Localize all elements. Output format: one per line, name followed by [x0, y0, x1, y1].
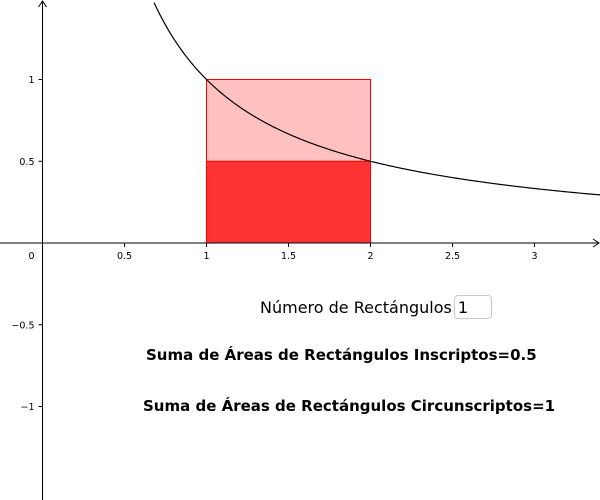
- x-tick-label: 2: [367, 251, 373, 262]
- inscribed-area-sum-text: Suma de Áreas de Rectángulos Inscriptos=…: [146, 346, 537, 364]
- rectangle-count-input[interactable]: [453, 295, 492, 319]
- origin-label: 0: [28, 251, 34, 262]
- y-axis-arrow: [38, 0, 47, 8]
- x-tick-label: 3: [531, 251, 537, 262]
- inscribed-rectangle: [206, 160, 371, 244]
- function-curve-layer: [153, 2, 600, 196]
- tick-labels: 0.5 1 1.5 2 2.5 3 1 0.5 −0.5 −1 0: [11, 75, 537, 413]
- x-tick-label: 1: [203, 251, 209, 262]
- y-tick-label: −1: [20, 402, 34, 413]
- rectangle-count-control: Número de Rectángulos: [260, 293, 492, 321]
- y-tick-label: −0.5: [11, 320, 34, 331]
- rectangle-count-label: Número de Rectángulos: [260, 297, 452, 317]
- y-tick-label: 1: [28, 75, 34, 86]
- function-curve: [153, 2, 600, 196]
- x-tick-label: 0.5: [117, 251, 132, 262]
- circumscribed-area-sum-text: Suma de Áreas de Rectángulos Circunscrip…: [143, 397, 556, 415]
- y-tick-label: 0.5: [19, 157, 34, 168]
- x-tick-label: 1.5: [281, 251, 296, 262]
- x-tick-label: 2.5: [445, 251, 460, 262]
- rectangles-layer: [206, 79, 371, 244]
- x-axis-arrow: [592, 238, 600, 248]
